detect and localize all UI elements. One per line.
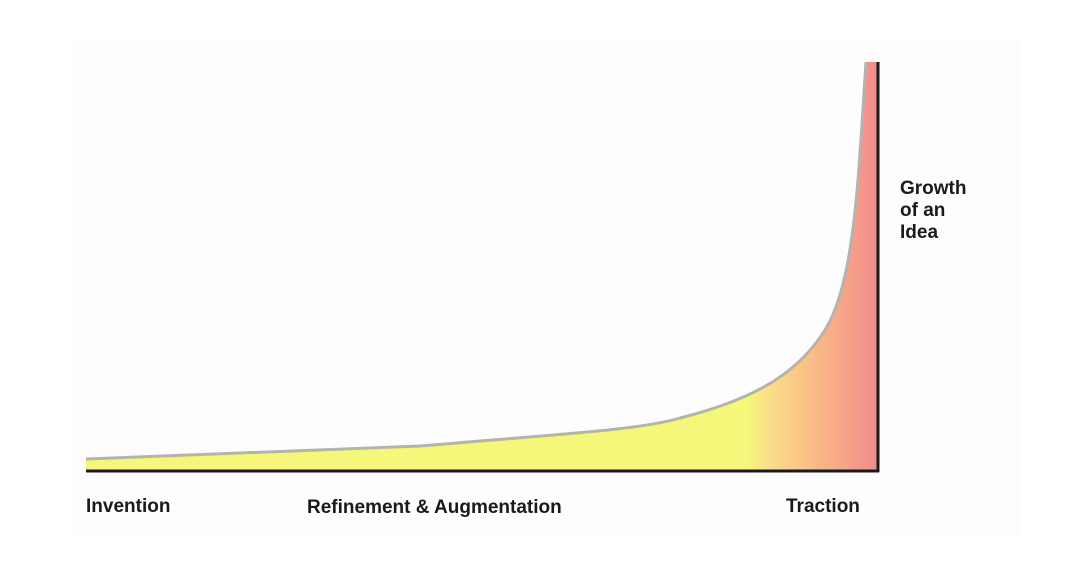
growth-curve: [85, 61, 868, 461]
stage-label-refinement: Refinement & Augmentation: [307, 497, 562, 518]
stage-label-traction: Traction: [786, 496, 860, 517]
stage-label-invention: Invention: [86, 496, 171, 517]
growth-area: [86, 62, 878, 471]
growth-label-line-1: Growth: [900, 178, 967, 199]
growth-label-line-3: Idea: [900, 222, 939, 243]
growth-of-an-idea-label: Growth of an Idea: [900, 178, 1000, 244]
growth-label-line-2: of an: [900, 200, 946, 221]
